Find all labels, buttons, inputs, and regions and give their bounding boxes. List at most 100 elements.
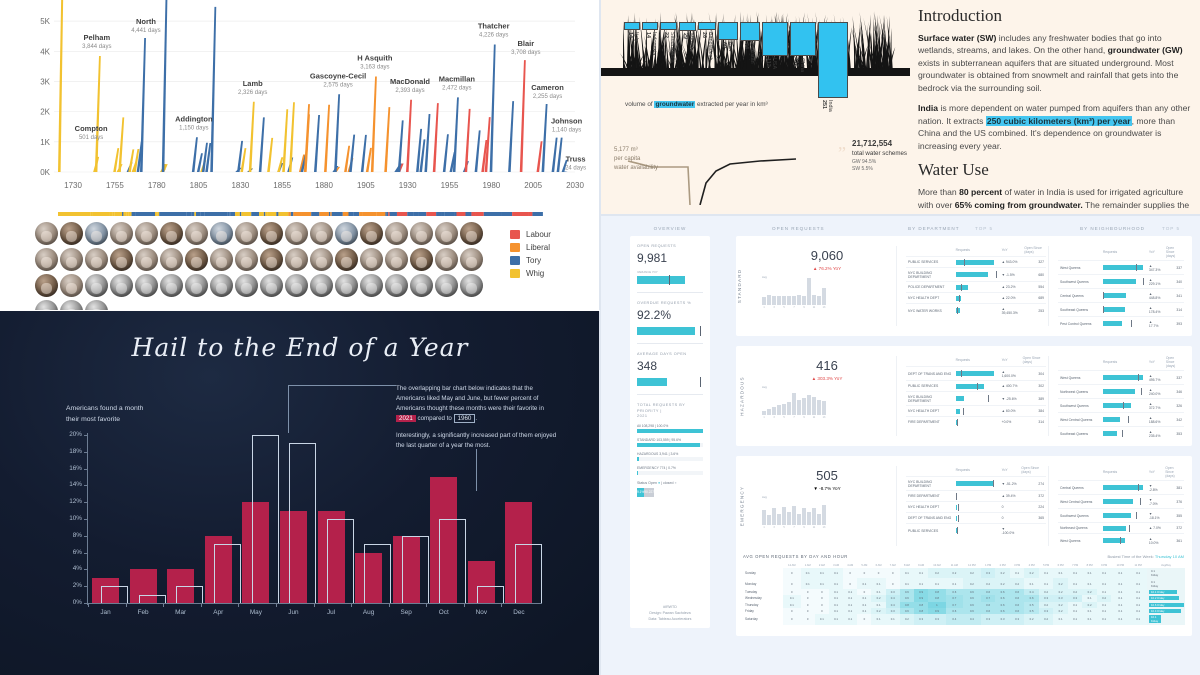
heatmap-cell[interactable]: 0.1 (857, 595, 872, 602)
heatmap-cell[interactable]: 0.1 (1024, 578, 1039, 589)
heatmap-cell[interactable]: 0.1 (913, 568, 929, 579)
heatmap-cell[interactable]: 0.8 (913, 607, 929, 615)
pm-portrait[interactable] (385, 274, 408, 297)
bar-1960[interactable] (213, 544, 241, 603)
heatmap-cell[interactable]: 0.6 (945, 607, 963, 615)
heatmap-row[interactable]: Friday 0 0 0 0.1 0.1 0.1 0.2 0.3 0.6 0.8 0.9 0.6 0.6 0… (743, 607, 1185, 615)
priority-row-bar[interactable] (637, 457, 703, 462)
heatmap-cell[interactable]: 0.4 (1024, 588, 1039, 596)
pm-portrait[interactable] (435, 248, 458, 271)
kpi-bar[interactable]: 4,193 (637, 275, 703, 290)
pm-portrait[interactable] (385, 222, 408, 245)
heatmap-cell[interactable]: 0.1 (1096, 568, 1112, 579)
table-row[interactable]: NYC HEALTH DEPT ▲ 22.0% 689 (906, 292, 1046, 304)
heatmap-cell[interactable]: 0 (783, 578, 801, 589)
heatmap-cell[interactable]: 0.1 (913, 578, 929, 589)
heatmap-cell[interactable]: 0.1 (1053, 614, 1068, 625)
heatmap-cell[interactable]: 0.1 (1111, 607, 1130, 615)
pm-portrait[interactable] (135, 248, 158, 271)
heatmap-cell[interactable]: 0 (843, 568, 858, 579)
heatmap-cell[interactable]: 0.6 (962, 601, 981, 608)
heatmap-cell[interactable]: 0.1 (1129, 601, 1147, 608)
credit-data-source[interactable]: Data: Tableau Accelerators (648, 616, 692, 621)
bar-1960[interactable] (514, 544, 542, 603)
heatmap-cell[interactable]: 0 (814, 595, 829, 602)
heatmap-row[interactable]: Thursday 0.1 0 0 0.1 0.1 0.1 0.1 0.4 0.8 0.8 1 0.7 0.… (743, 601, 1185, 608)
heatmap-cell[interactable]: 0 (885, 568, 900, 579)
groundwater-bar[interactable] (642, 22, 658, 30)
heatmap-cell[interactable]: 0.4 (885, 595, 900, 602)
bar-2021[interactable] (505, 502, 533, 603)
table-row[interactable]: Southwest Queens ▼ -18.1% 355 (1058, 508, 1184, 523)
pm-portrait[interactable] (335, 248, 358, 271)
table-row[interactable]: Central Queens ▲ 448.8% 341 (1058, 288, 1184, 303)
pm-portrait[interactable] (210, 248, 233, 271)
pm-portrait[interactable] (210, 222, 233, 245)
table-row[interactable]: Northeast Queens ▲ 7.0% 372 (1058, 522, 1184, 534)
pm-portrait[interactable] (60, 222, 83, 245)
heatmap-cell[interactable]: 0.1 (1082, 607, 1097, 615)
bar-1960[interactable] (439, 519, 467, 603)
heatmap-cell[interactable]: 0.1 (945, 578, 963, 589)
bar-2021[interactable] (317, 510, 345, 603)
heatmap-cell[interactable]: 0.2 (899, 614, 914, 625)
heatmap-cell[interactable]: 0.6 (995, 595, 1010, 602)
heatmap-cell[interactable]: 0.1 (1082, 595, 1097, 602)
pm-portrait[interactable] (185, 222, 208, 245)
heatmap-cell[interactable]: 0.1 (1129, 595, 1147, 602)
heatmap-cell[interactable]: 0.1 (871, 588, 886, 596)
heatmap-cell[interactable]: 0.6 (1009, 601, 1025, 608)
heatmap-cell[interactable]: 0.1 (1096, 614, 1112, 625)
heatmap-cell[interactable]: 0.1 (1111, 568, 1130, 579)
pm-portrait[interactable] (160, 274, 183, 297)
pm-portrait[interactable] (185, 248, 208, 271)
pm-portrait[interactable] (35, 274, 58, 297)
heatmap-cell[interactable]: 0.1 (814, 614, 829, 625)
pm-portrait[interactable] (110, 274, 133, 297)
heatmap-cell[interactable]: 0.2 (1067, 588, 1083, 596)
bar-1960[interactable] (477, 586, 505, 603)
heatmap-cell[interactable]: 0.2 (962, 578, 981, 589)
bar-2021[interactable] (242, 502, 270, 603)
heatmap-cell[interactable]: 0.2 (871, 607, 886, 615)
pm-portrait[interactable] (110, 222, 133, 245)
heatmap-cell[interactable]: 0.2 (980, 578, 996, 589)
pm-portrait[interactable] (460, 222, 483, 245)
heatmap-cell[interactable]: 0.8 (913, 601, 929, 608)
table-row[interactable]: PUBLIC SERVICES ▲ 943.0% 327 (906, 256, 1046, 268)
heatmap-cell[interactable]: 0 (814, 601, 829, 608)
legend-item-liberal[interactable]: Liberal (510, 241, 588, 254)
heatmap-cell[interactable]: 0.1 (871, 578, 886, 589)
heatmap-cell[interactable]: 0.3 (980, 614, 996, 625)
heatmap-cell[interactable]: 0.1 (1096, 601, 1112, 608)
pm-portrait[interactable] (310, 274, 333, 297)
groundwater-bar[interactable] (679, 22, 696, 31)
pm-portrait[interactable] (35, 222, 58, 245)
heatmap-cell[interactable]: 0 (814, 607, 829, 615)
pm-portrait[interactable] (435, 274, 458, 297)
bar-1960[interactable] (364, 544, 392, 603)
table-row[interactable]: West Central Queens ▲ 188.6% 342 (1058, 412, 1184, 427)
table-row[interactable]: PUBLIC SERVICES ▲ 400.7% 302 (906, 380, 1046, 392)
heatmap-cell[interactable]: 0.1 (1067, 568, 1083, 579)
heatmap-cell[interactable]: 0.7 (980, 595, 996, 602)
heatmap-cell[interactable]: 0 (800, 614, 815, 625)
heatmap-cell[interactable]: 0 (857, 588, 872, 596)
heatmap-row[interactable]: Saturday 0 0 0.1 0.1 0.1 0 0.1 0.1 0.2 0.3 0.3 0.4 0.… (743, 614, 1185, 625)
heatmap-cell[interactable]: 0 (814, 588, 829, 596)
pm-portrait[interactable] (335, 274, 358, 297)
heatmap-cell[interactable]: 0.4 (962, 614, 981, 625)
heatmap-cell[interactable]: 0.9 (913, 595, 929, 602)
heatmap-cell[interactable]: 0.6 (1009, 588, 1025, 596)
heatmap-cell[interactable]: 0.1 (828, 614, 844, 625)
heatmap-cell[interactable]: 0.6 (899, 588, 914, 596)
heatmap-cell[interactable]: 0.2 (1053, 601, 1068, 608)
heatmap-cell[interactable]: 0.3 (1038, 607, 1054, 615)
heatmap-cell[interactable]: 0.1 (1111, 601, 1130, 608)
heatmap-cell[interactable]: 0.1 (899, 568, 914, 579)
heatmap-cell[interactable]: 0.3 (1038, 595, 1054, 602)
heatmap-cell[interactable]: 0.9 (913, 588, 929, 596)
heatmap-cell[interactable]: 0.1 (828, 607, 844, 615)
heatmap-cell[interactable]: 0 (783, 607, 801, 615)
heatmap-cell[interactable]: 0.1 (783, 595, 801, 602)
